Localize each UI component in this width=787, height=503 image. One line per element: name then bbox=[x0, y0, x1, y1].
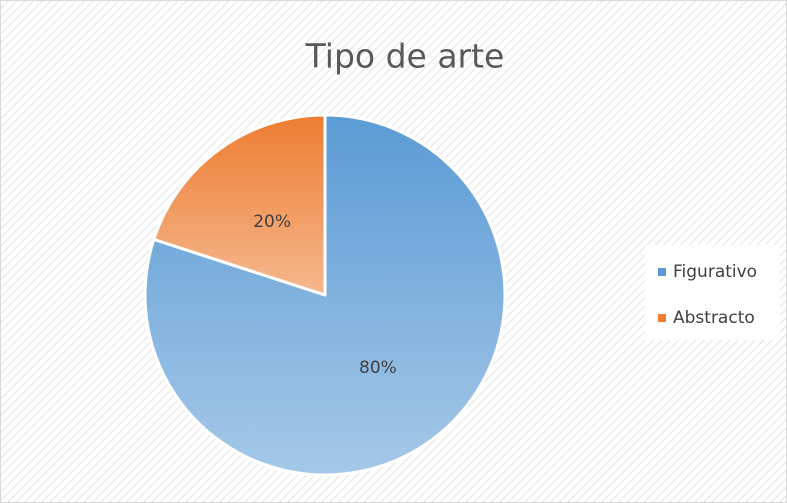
pie-slice bbox=[143, 113, 507, 477]
legend-swatch bbox=[658, 314, 666, 322]
data-label: 80% bbox=[359, 358, 397, 378]
legend-label: Figurativo bbox=[673, 262, 757, 282]
legend-background bbox=[645, 245, 780, 340]
legend-label: Abstracto bbox=[673, 308, 755, 328]
pie-slice bbox=[152, 113, 327, 297]
legend-swatch bbox=[658, 268, 666, 276]
chart-title: Tipo de arte bbox=[305, 37, 505, 76]
data-label: 20% bbox=[253, 212, 291, 232]
